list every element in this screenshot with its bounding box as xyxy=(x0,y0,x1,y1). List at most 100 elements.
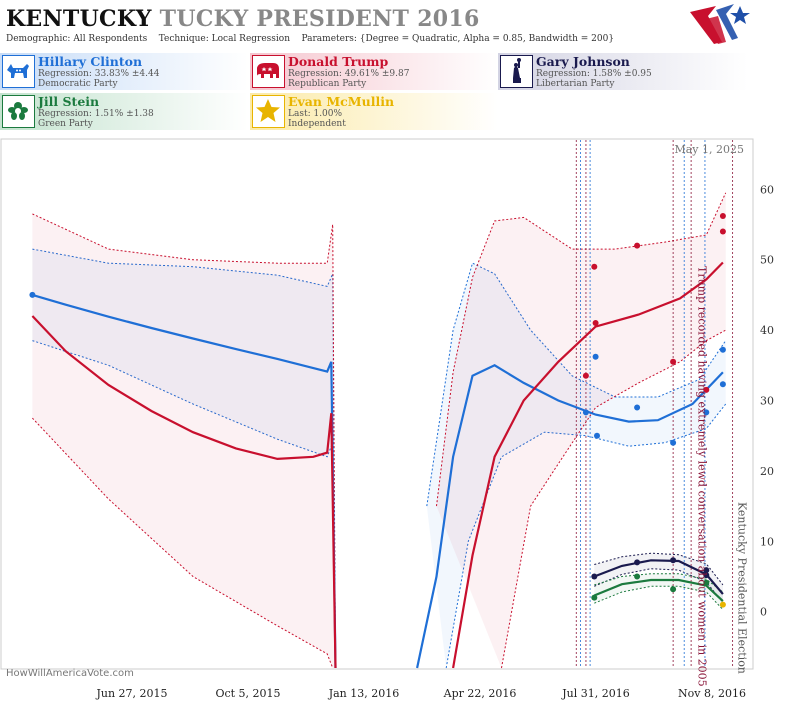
x-tick-label: Apr 22, 2016 xyxy=(443,687,517,700)
confidence-bound xyxy=(594,568,724,603)
x-tick-label: Jun 27, 2015 xyxy=(95,687,167,700)
confidence-bound xyxy=(32,248,336,669)
date-label: May 1, 2025 xyxy=(674,143,744,156)
plot-frame xyxy=(0,138,754,670)
candidate-card-clinton[interactable]: Hillary Clinton Regression: 33.83% ±4.44… xyxy=(0,53,248,90)
data-point xyxy=(719,228,726,235)
confidence-band xyxy=(436,192,726,669)
y-axis: 0 10 20 30 40 50 60 xyxy=(760,183,774,618)
candidate-regression: Regression: 1.51% ±1.38 xyxy=(38,109,154,119)
chart-header: KENTUCKY TUCKY PRESIDENT 2016 Demographi… xyxy=(0,0,789,48)
data-point xyxy=(719,381,726,388)
y-tick-label: 0 xyxy=(760,606,767,619)
data-point xyxy=(703,579,710,586)
candidate-party: Libertarian Party xyxy=(536,79,615,89)
candidate-name: Hillary Clinton xyxy=(38,54,143,69)
data-point xyxy=(582,372,589,379)
parameters-value: {Degree = Quadratic, Alpha = 0.85, Bandw… xyxy=(359,34,615,44)
series-lines xyxy=(31,261,724,669)
data-point xyxy=(591,263,598,270)
parameters-label: Parameters: xyxy=(301,34,357,44)
donkey-icon xyxy=(2,55,35,88)
series-line xyxy=(452,261,724,669)
candidate-card-johnson[interactable]: Gary Johnson Regression: 1.58% ±0.95 Lib… xyxy=(498,53,748,90)
confidence-bound xyxy=(32,417,334,669)
data-point xyxy=(634,559,641,566)
candidate-regression: Regression: 49.61% ±9.87 xyxy=(288,69,410,79)
liberty-statue-icon xyxy=(500,55,533,88)
confidence-bound xyxy=(594,585,724,610)
candidate-regression: Last: 1.00% xyxy=(288,109,343,119)
demographic-value: All Respondents xyxy=(73,34,148,44)
confidence-bound xyxy=(32,213,336,669)
parameters-line: Demographic: All Respondents Technique: … xyxy=(6,34,614,44)
data-point xyxy=(719,346,726,353)
x-tick-label: Nov 8, 2016 xyxy=(678,687,746,700)
candidate-name: Evan McMullin xyxy=(288,94,395,109)
data-point xyxy=(719,213,726,219)
data-point xyxy=(670,439,677,446)
candidate-party: Republican Party xyxy=(288,79,367,89)
data-point xyxy=(670,586,677,593)
y-tick-label: 40 xyxy=(760,324,774,337)
data-point xyxy=(592,353,599,360)
y-tick-label: 10 xyxy=(760,535,774,548)
y-tick-label: 50 xyxy=(760,254,774,267)
flower-icon xyxy=(2,95,35,128)
data-point xyxy=(703,409,710,416)
candidate-party: Independent xyxy=(288,119,346,129)
candidate-card-trump[interactable]: Donald Trump Regression: 49.61% ±9.87 Re… xyxy=(250,53,498,90)
series-line xyxy=(31,315,337,669)
y-tick-label: 60 xyxy=(760,183,774,196)
candidate-name: Jill Stein xyxy=(38,94,100,109)
confidence-band xyxy=(32,213,336,668)
candidate-name: Gary Johnson xyxy=(536,54,630,69)
x-tick-label: Jul 31, 2016 xyxy=(561,687,630,700)
data-point xyxy=(592,320,599,326)
data-point xyxy=(703,567,710,574)
candidate-card-stein[interactable]: Jill Stein Regression: 1.51% ±1.38 Green… xyxy=(0,93,248,130)
x-axis: Jun 27, 2015 Oct 5, 2015 Jan 13, 2016 Apr 2… xyxy=(95,687,746,700)
x-tick-label: Oct 5, 2015 xyxy=(215,687,280,700)
event-annotation: Trump recorded having extremely lewd con… xyxy=(695,266,708,687)
data-point xyxy=(634,573,641,580)
data-point xyxy=(591,573,598,580)
data-point xyxy=(634,404,641,411)
confidence-bound xyxy=(426,262,727,507)
data-point xyxy=(670,358,677,365)
data-point xyxy=(594,432,600,439)
confidence-bands xyxy=(32,192,727,669)
candidate-party: Democratic Party xyxy=(38,79,118,89)
technique-value: Local Regression xyxy=(211,34,291,44)
series-line xyxy=(32,293,337,669)
series-line xyxy=(593,559,724,595)
data-point xyxy=(703,572,710,579)
candidate-name: Donald Trump xyxy=(288,54,389,69)
confidence-bound xyxy=(436,192,727,507)
data-point xyxy=(634,242,641,249)
y-tick-label: 30 xyxy=(760,395,774,408)
title-rest: TUCKY PRESIDENT 2016 xyxy=(159,6,480,32)
title-state: KENTUCKY xyxy=(6,6,152,32)
poll-chart: 0 10 20 30 40 50 60 Jun 27, 2015 Oct 5, 2015 Jan… xyxy=(0,138,774,700)
data-point xyxy=(703,386,710,393)
annotations: May 1, 2025 Trump recorded having extreme… xyxy=(674,143,748,687)
confidence-bound xyxy=(594,573,724,593)
page-title: KENTUCKY TUCKY PRESIDENT 2016 xyxy=(6,6,480,32)
event-annotation: Kentucky Presidential Election xyxy=(736,502,749,674)
x-tick-label: Jan 13, 2016 xyxy=(328,687,400,700)
data-point xyxy=(582,409,589,416)
candidate-regression: Regression: 1.58% ±0.95 xyxy=(536,69,652,79)
candidate-card-mcmullin[interactable]: Evan McMullin Last: 1.00% Independent xyxy=(250,93,498,130)
series-line xyxy=(416,364,724,669)
technique-label: Technique: xyxy=(158,34,209,44)
candidate-regression: Regression: 33.83% ±4.44 xyxy=(38,69,160,79)
candidate-party: Green Party xyxy=(38,119,93,129)
confidence-band xyxy=(426,263,726,668)
site-logo-icon xyxy=(690,4,750,44)
demographic-label: Demographic: xyxy=(6,34,71,44)
star-icon xyxy=(252,95,285,128)
confidence-bound xyxy=(501,329,726,669)
series-line xyxy=(593,578,724,602)
confidence-bound xyxy=(445,403,727,669)
